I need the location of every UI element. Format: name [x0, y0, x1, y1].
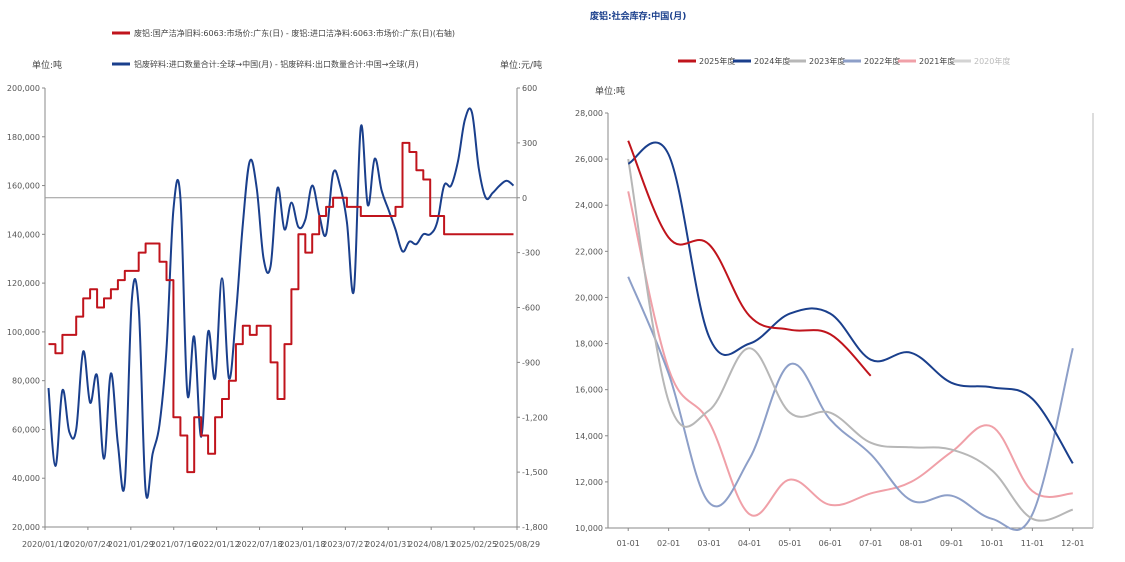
left-axes: 20,000 40,000 60,000 80,000 100,000 120,000 14…	[7, 84, 548, 549]
x-tick-label: 2023/01/18	[279, 540, 325, 549]
legend-label: 铝废碎料:进口数量合计:全球→中国(月) - 铝废碎料:出口数量合计:中国→全球…	[134, 59, 419, 69]
x-tick-label: 2024/08/13	[408, 540, 454, 549]
right-series	[627, 140, 1074, 531]
x-tick-label: 2021/01/29	[108, 540, 154, 549]
x-tick-label: 07-01	[859, 539, 882, 548]
series-line	[627, 140, 872, 377]
y-tick-label: 18,000	[575, 340, 603, 349]
left-y-tick-label: 160,000	[7, 182, 40, 191]
x-tick-label: 11-01	[1021, 539, 1044, 548]
right-axis-unit: 单位:元/吨	[500, 59, 542, 71]
right-y-tick-label: 300	[522, 139, 537, 148]
legend-label: 2020年度	[974, 56, 1010, 66]
x-tick-label: 2021/07/16	[151, 540, 197, 549]
series-line	[627, 141, 1074, 464]
right-y-tick-label: 600	[522, 84, 537, 93]
legend-label: 2025年度	[699, 56, 735, 66]
right-y-tick-label: -600	[522, 304, 540, 313]
right-y-tick-label: -900	[522, 358, 540, 367]
y-tick-label: 10,000	[575, 524, 603, 533]
left-y-tick-label: 60,000	[12, 425, 40, 434]
x-tick-label: 08-01	[900, 539, 923, 548]
right-y-tick-label: -1,200	[522, 413, 548, 422]
x-tick-label: 09-01	[940, 539, 963, 548]
left-legend: 废铝:国产洁净旧料:6063:市场价:广东(日) - 废铝:进口洁净料:6063…	[112, 28, 455, 69]
x-tick-label: 02-01	[657, 539, 680, 548]
x-tick-label: 2025/02/25	[451, 540, 497, 549]
series-line	[48, 141, 514, 474]
legend-label: 2022年度	[864, 56, 900, 66]
y-tick-label: 28,000	[575, 109, 603, 118]
left-y-tick-label: 20,000	[12, 523, 40, 532]
x-tick-label: 2024/01/31	[365, 540, 411, 549]
right-legend: 2025年度 2024年度 2023年度 2022年度 2021年度 2020年度	[678, 56, 1010, 66]
right-y-tick-label: -300	[522, 249, 540, 258]
y-tick-label: 14,000	[575, 432, 603, 441]
series-line	[627, 158, 1074, 522]
y-tick-label: 20,000	[575, 293, 603, 302]
x-tick-label: 2022/07/18	[236, 540, 282, 549]
left-y-tick-label: 100,000	[7, 328, 40, 337]
y-tick-label: 22,000	[575, 247, 603, 256]
x-tick-label: 05-01	[778, 539, 801, 548]
left-series	[47, 107, 515, 499]
x-tick-label: 10-01	[980, 539, 1003, 548]
x-tick-label: 2022/01/12	[194, 540, 240, 549]
left-chart: 废铝:国产洁净旧料:6063:市场价:广东(日) - 废铝:进口洁净料:6063…	[7, 28, 548, 549]
right-y-tick-label: -1,800	[522, 523, 548, 532]
x-tick-label: 03-01	[697, 539, 720, 548]
right-y-tick-label: 0	[522, 194, 527, 203]
y-tick-label: 12,000	[575, 478, 603, 487]
x-tick-label: 2020/07/24	[65, 540, 111, 549]
y-tick-label: 26,000	[575, 155, 603, 164]
x-tick-label: 2025/08/29	[494, 540, 540, 549]
left-y-tick-label: 200,000	[7, 84, 40, 93]
legend-label: 废铝:国产洁净旧料:6063:市场价:广东(日) - 废铝:进口洁净料:6063…	[134, 28, 455, 38]
x-tick-label: 2023/07/27	[322, 540, 368, 549]
x-tick-label: 04-01	[738, 539, 761, 548]
right-chart: 废铝:社会库存:中国(月) 2025年度 2024年度 2023年度 2022年度 20…	[575, 10, 1094, 548]
series-line	[47, 107, 515, 499]
left-y-tick-label: 180,000	[7, 133, 40, 142]
left-y-tick-label: 120,000	[7, 279, 40, 288]
left-y-tick-label: 140,000	[7, 230, 40, 239]
left-y-tick-label: 80,000	[12, 377, 40, 386]
right-chart-unit: 单位:吨	[595, 85, 625, 97]
legend-label: 2021年度	[919, 56, 955, 66]
y-tick-label: 24,000	[575, 201, 603, 210]
x-tick-label: 01-01	[617, 539, 640, 548]
left-y-tick-label: 40,000	[12, 474, 40, 483]
x-tick-label: 12-01	[1061, 539, 1084, 548]
y-tick-label: 16,000	[575, 386, 603, 395]
legend-label: 2023年度	[809, 56, 845, 66]
x-tick-label: 2020/01/10	[22, 540, 68, 549]
legend-label: 2024年度	[754, 56, 790, 66]
x-tick-label: 06-01	[819, 539, 842, 548]
series-line	[627, 191, 1073, 517]
right-y-tick-label: -1,500	[522, 468, 548, 477]
series-line	[627, 276, 1074, 531]
left-axis-unit: 单位:吨	[32, 59, 62, 71]
right-axes: 10,000 12,000 14,000 16,000 18,000 20,000 22,0…	[575, 109, 1094, 548]
right-chart-title: 废铝:社会库存:中国(月)	[590, 10, 686, 22]
